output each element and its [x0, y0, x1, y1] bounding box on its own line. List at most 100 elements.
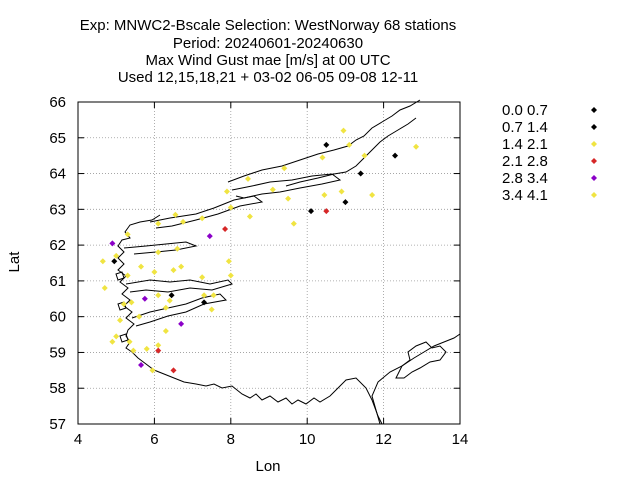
- station-marker: [109, 240, 116, 247]
- station-marker: [321, 192, 328, 199]
- islands-west: [115, 271, 129, 343]
- station-marker: [269, 186, 276, 193]
- station-marker: [227, 204, 234, 211]
- station-marker: [155, 220, 162, 227]
- y-tick-label: 65: [49, 130, 66, 147]
- station-marker: [141, 295, 148, 302]
- station-marker: [201, 292, 208, 299]
- station-marker: [180, 218, 187, 225]
- station-marker: [199, 215, 206, 222]
- legend-marker: [591, 124, 597, 130]
- legend-marker: [591, 175, 597, 181]
- station-marker: [210, 292, 217, 299]
- legend-label: 2.8 3.4: [502, 170, 548, 187]
- y-tick-label: 61: [49, 273, 66, 290]
- station-marker: [138, 361, 145, 368]
- station-marker: [227, 272, 234, 279]
- y-axis-label: Lat: [6, 251, 23, 273]
- station-marker: [111, 258, 118, 265]
- station-marker: [168, 292, 175, 299]
- legend-marker: [591, 141, 597, 147]
- station-marker: [113, 333, 120, 340]
- legend-label: 2.1 2.8: [502, 153, 548, 170]
- coastline-skagerrak: [395, 341, 447, 379]
- station-marker: [138, 263, 145, 270]
- station-marker: [170, 267, 177, 274]
- station-marker: [117, 317, 124, 324]
- coastline-north-inner: [285, 117, 417, 187]
- coastline-sweden-border: [371, 333, 461, 425]
- station-marker: [120, 301, 127, 308]
- station-marker: [290, 220, 297, 227]
- fjord-sognefjord: [125, 279, 233, 293]
- station-marker: [319, 154, 326, 161]
- station-marker: [149, 367, 156, 374]
- station-marker: [206, 233, 213, 240]
- station-marker: [151, 268, 158, 275]
- station-marker: [172, 211, 179, 218]
- station-marker: [222, 226, 229, 233]
- station-marker: [166, 297, 173, 304]
- x-tick-label: 6: [150, 431, 158, 448]
- station-marker: [346, 141, 353, 148]
- title-line-1: Exp: MNWC2-Bscale Selection: WestNorway …: [80, 17, 457, 34]
- station-marker: [369, 192, 376, 199]
- station-marker: [342, 199, 349, 206]
- x-tick-label: 14: [452, 431, 469, 448]
- title-line-3: Max Wind Gust mae [m/s] at 00 UTC: [145, 52, 390, 69]
- fjord-storfjord: [149, 195, 264, 229]
- station-marker: [340, 127, 347, 134]
- station-marker: [323, 141, 330, 148]
- station-marker: [109, 338, 116, 345]
- station-marker: [208, 306, 215, 313]
- y-tick-label: 59: [49, 344, 66, 361]
- station-marker: [392, 152, 399, 159]
- station-marker: [126, 338, 133, 345]
- data-points: [99, 127, 420, 374]
- title-line-4: Used 12,15,18,21 + 03-02 06-05 09-08 12-…: [118, 69, 418, 86]
- coastline-map: [115, 99, 461, 425]
- station-marker: [223, 188, 230, 195]
- station-marker: [357, 170, 364, 177]
- station-marker: [285, 195, 292, 202]
- station-marker: [124, 231, 131, 238]
- legend-marker: [591, 192, 597, 198]
- station-marker: [155, 249, 162, 256]
- axes: Lon Lat 4 6 8 10 12 14 57 58 59 60 61 62 63 64 65 66: [6, 94, 468, 475]
- y-tick-label: 58: [49, 380, 66, 397]
- title-line-2: Period: 20240601-20240630: [173, 35, 363, 52]
- station-marker: [338, 188, 345, 195]
- station-marker: [128, 299, 135, 306]
- station-marker: [413, 143, 420, 150]
- station-marker: [225, 258, 232, 265]
- station-marker: [174, 245, 181, 252]
- legend-marker: [591, 158, 597, 164]
- station-marker: [201, 299, 208, 306]
- legend-label: 0.0 0.7: [502, 102, 548, 119]
- station-marker: [323, 208, 330, 215]
- x-tick-label: 10: [299, 431, 316, 448]
- y-tick-label: 66: [49, 94, 66, 111]
- coastline-north: [227, 99, 421, 183]
- station-marker: [155, 347, 162, 354]
- y-tick-label: 62: [49, 237, 66, 254]
- station-marker: [170, 367, 177, 374]
- y-tick-label: 57: [49, 416, 66, 433]
- station-marker: [246, 213, 253, 220]
- x-tick-label: 4: [74, 431, 82, 448]
- grid-lines: [78, 102, 460, 424]
- legend-marker: [591, 107, 597, 113]
- station-marker: [162, 304, 169, 311]
- legend: 0.0 0.70.7 1.41.4 2.12.1 2.82.8 3.43.4 4…: [502, 102, 597, 204]
- x-axis-label: Lon: [255, 458, 280, 475]
- chart-title: Exp: MNWC2-Bscale Selection: WestNorway …: [80, 17, 457, 86]
- y-tick-label: 64: [49, 166, 66, 183]
- station-marker: [178, 320, 185, 327]
- station-marker: [124, 272, 131, 279]
- y-tick-label: 60: [49, 309, 66, 326]
- station-marker: [361, 152, 368, 159]
- station-marker: [143, 345, 150, 352]
- station-marker: [155, 292, 162, 299]
- station-marker: [199, 274, 206, 281]
